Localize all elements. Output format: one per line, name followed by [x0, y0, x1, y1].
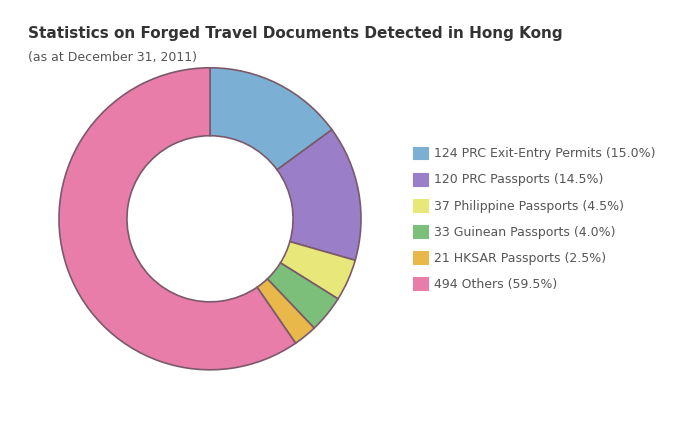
- Wedge shape: [277, 130, 361, 260]
- Text: Statistics on Forged Travel Documents Detected in Hong Kong: Statistics on Forged Travel Documents De…: [28, 26, 563, 41]
- Text: (as at December 31, 2011): (as at December 31, 2011): [28, 51, 197, 64]
- Wedge shape: [210, 68, 332, 170]
- Wedge shape: [267, 263, 338, 328]
- Wedge shape: [257, 279, 314, 343]
- Wedge shape: [281, 242, 355, 299]
- Legend: 124 PRC Exit-Entry Permits (15.0%), 120 PRC Passports (14.5%), 37 Philippine Pas: 124 PRC Exit-Entry Permits (15.0%), 120 …: [412, 147, 655, 291]
- Wedge shape: [59, 68, 295, 370]
